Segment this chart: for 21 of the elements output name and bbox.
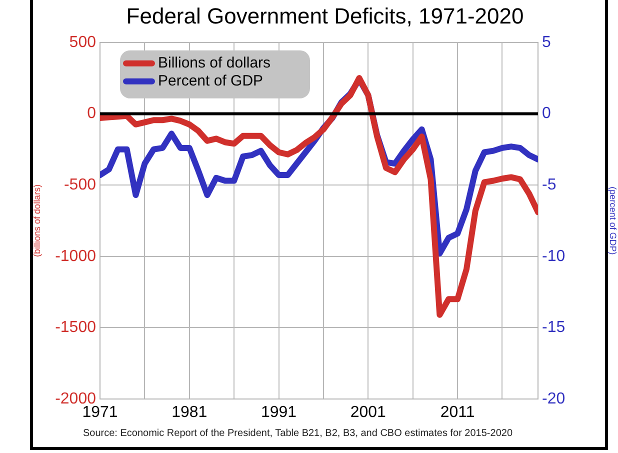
y-tick-label: -1500 [55,319,96,336]
x-tick-label: 2001 [350,404,386,422]
legend-label: Billions of dollars [158,54,271,72]
y-tick-label: 500 [69,34,96,51]
legend-label: Percent of GDP [158,72,264,90]
y2-tick-label: 5 [542,34,551,51]
x-tick-label: 1981 [172,404,208,422]
y2-tick-label: -10 [542,248,566,265]
y-tick-label: -1000 [55,248,96,265]
source-note: Source: Economic Report of the President, Table B21, B2, B3, and CBO estimates for 2015-2020 [83,428,513,439]
x-tick-label: 1991 [260,404,297,422]
y-tick-label: 0 [87,105,96,122]
y2-tick-label: -20 [542,390,566,408]
y2-tick-label: 0 [542,105,551,122]
x-tick-label: 2011 [440,404,475,422]
y2-axis-title: (percent of GDP) [608,186,618,255]
y2-tick-label: -15 [542,319,566,336]
y2-tick-label: -5 [542,176,556,194]
y-tick-label: -500 [64,176,96,194]
y-axis-title: (billions of dollars) [32,184,42,257]
chart-title: Federal Government Deficits, 1971-2020 [126,3,524,28]
